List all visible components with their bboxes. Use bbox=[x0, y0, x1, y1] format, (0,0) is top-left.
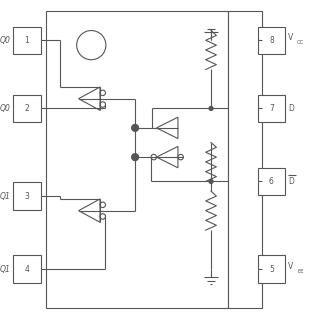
Bar bbox=[13, 255, 41, 283]
Bar bbox=[13, 27, 41, 54]
Circle shape bbox=[209, 179, 213, 184]
Circle shape bbox=[132, 154, 139, 160]
Text: Q0: Q0 bbox=[0, 36, 10, 45]
Circle shape bbox=[100, 202, 106, 208]
Bar bbox=[13, 183, 41, 210]
Bar bbox=[258, 95, 285, 122]
Text: Q1: Q1 bbox=[0, 192, 10, 201]
Circle shape bbox=[77, 31, 106, 60]
Text: 4: 4 bbox=[25, 265, 29, 274]
Circle shape bbox=[178, 154, 183, 160]
Circle shape bbox=[100, 102, 106, 107]
Text: 5: 5 bbox=[269, 265, 274, 274]
Text: 1: 1 bbox=[25, 36, 29, 45]
Text: Q0: Q0 bbox=[0, 104, 10, 113]
Text: 7: 7 bbox=[269, 104, 274, 113]
Text: CC: CC bbox=[297, 40, 305, 45]
Bar bbox=[228, 11, 262, 308]
Bar bbox=[46, 11, 228, 308]
Bar bbox=[258, 27, 285, 54]
Text: 6: 6 bbox=[269, 177, 274, 186]
Circle shape bbox=[132, 125, 139, 131]
Text: V: V bbox=[288, 262, 293, 271]
Text: EE: EE bbox=[297, 269, 304, 273]
Circle shape bbox=[100, 90, 106, 96]
Circle shape bbox=[209, 107, 213, 110]
Bar bbox=[258, 255, 285, 283]
Text: D: D bbox=[288, 104, 294, 113]
Bar bbox=[13, 95, 41, 122]
Text: D: D bbox=[288, 177, 294, 186]
Bar bbox=[258, 168, 285, 195]
Text: 3: 3 bbox=[25, 192, 29, 201]
Text: 8: 8 bbox=[269, 36, 274, 45]
Text: 2: 2 bbox=[25, 104, 29, 113]
Text: V: V bbox=[288, 33, 293, 42]
Text: Q1: Q1 bbox=[0, 265, 10, 274]
Circle shape bbox=[100, 214, 106, 219]
Circle shape bbox=[151, 154, 157, 160]
